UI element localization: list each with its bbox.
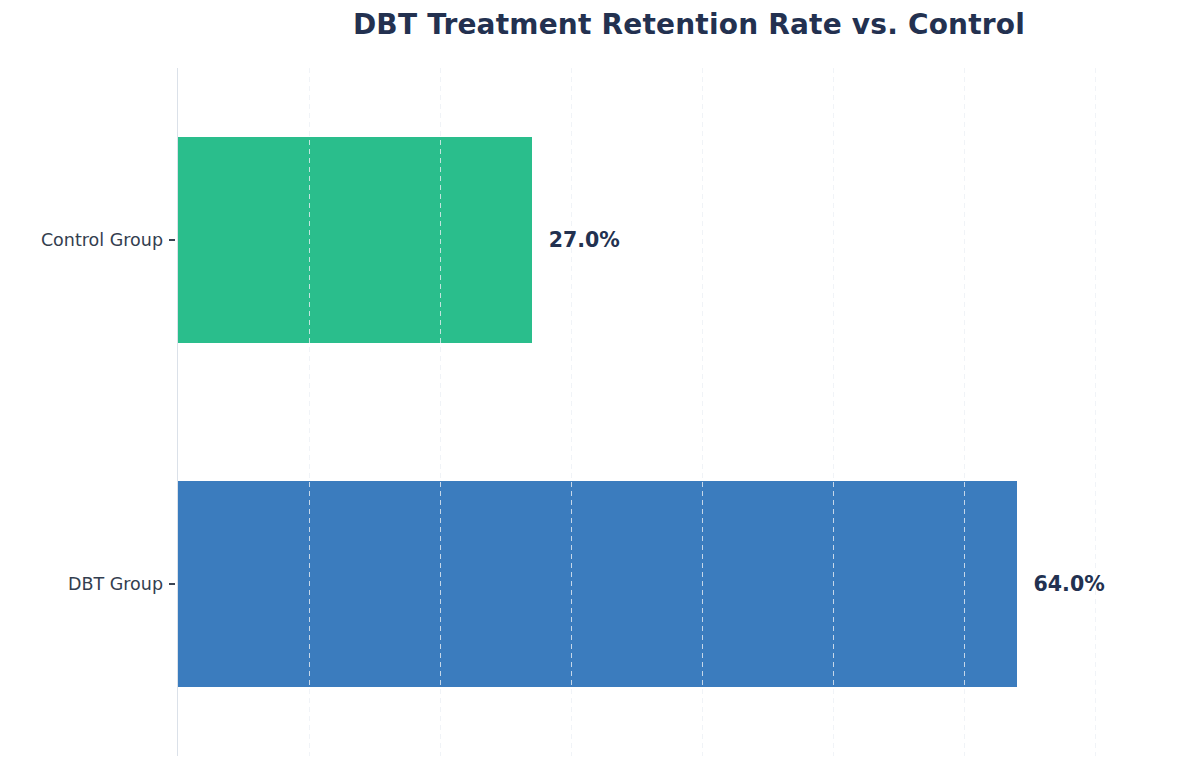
bar-dbt-group: [178, 481, 1017, 687]
gridline: [702, 68, 703, 756]
bar-chart: DBT Treatment Retention Rate vs. Control…: [0, 0, 1200, 768]
category-label-dbt-group: DBT Group: [68, 574, 163, 594]
category-label-control-group: Control Group: [41, 230, 163, 250]
chart-title: DBT Treatment Retention Rate vs. Control: [178, 8, 1200, 41]
gridline: [440, 68, 441, 756]
bar-control-group: [178, 137, 532, 343]
value-label-control-group: 27.0%: [549, 228, 620, 252]
gridline: [833, 68, 834, 756]
plot-area: Control Group27.0%DBT Group64.0%: [178, 68, 1200, 756]
y-axis-tick: [169, 239, 175, 241]
gridline: [309, 68, 310, 756]
gridline: [964, 68, 965, 756]
value-label-dbt-group: 64.0%: [1034, 572, 1105, 596]
gridline: [1095, 68, 1096, 756]
gridline: [571, 68, 572, 756]
y-axis-tick: [169, 583, 175, 585]
